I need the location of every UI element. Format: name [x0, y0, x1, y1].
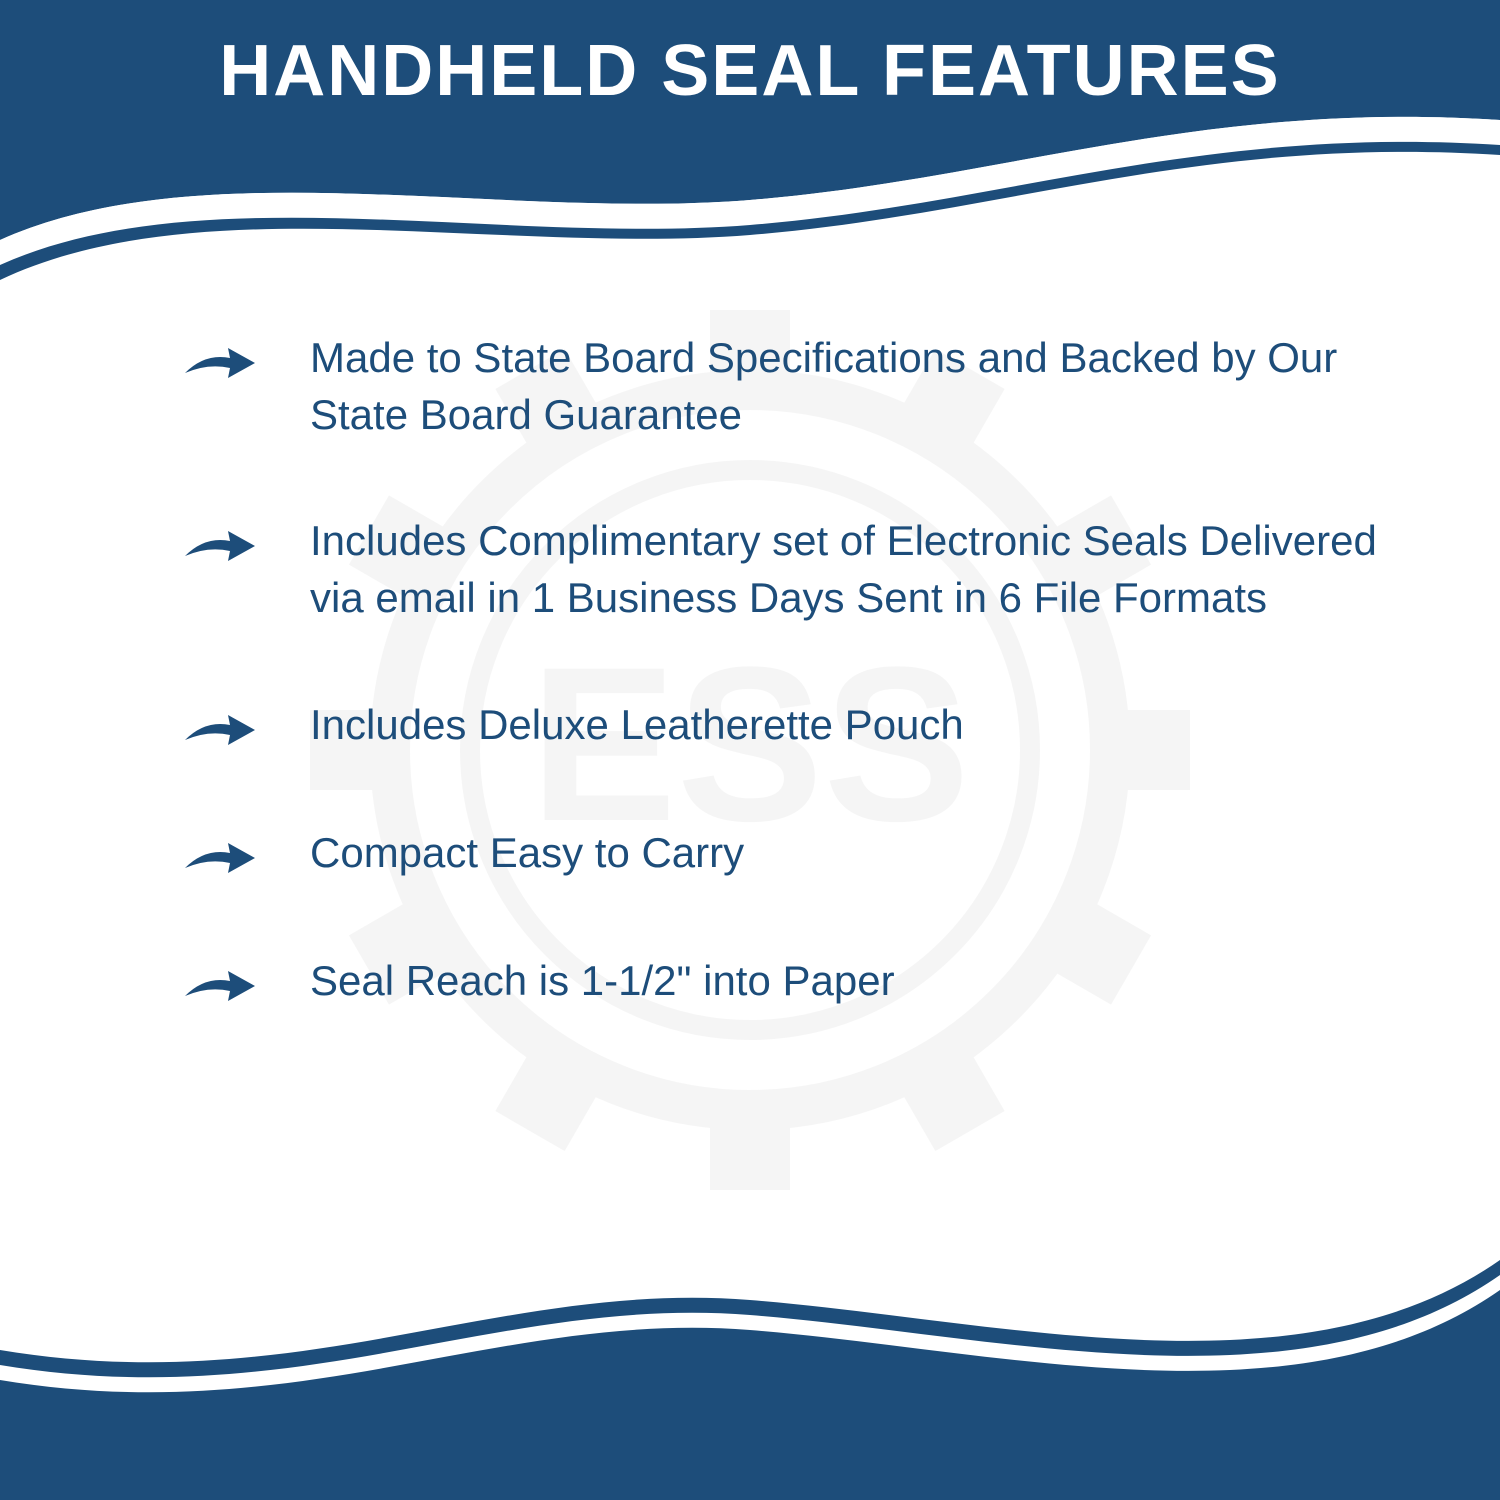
feature-list: Made to State Board Specifications and B…	[180, 330, 1400, 1081]
arrow-icon	[180, 961, 260, 1011]
arrow-icon	[180, 705, 260, 755]
feature-text: Includes Complimentary set of Electronic…	[310, 513, 1400, 626]
feature-text: Includes Deluxe Leatherette Pouch	[310, 697, 964, 754]
footer-wave	[0, 1220, 1500, 1500]
arrow-icon	[180, 338, 260, 388]
feature-item: Includes Complimentary set of Electronic…	[180, 513, 1400, 626]
arrow-icon	[180, 833, 260, 883]
feature-item: Compact Easy to Carry	[180, 825, 1400, 883]
page-title: HANDHELD SEAL FEATURES	[0, 30, 1500, 112]
arrow-icon	[180, 521, 260, 571]
feature-item: Includes Deluxe Leatherette Pouch	[180, 697, 1400, 755]
feature-text: Seal Reach is 1-1/2" into Paper	[310, 953, 895, 1010]
feature-text: Made to State Board Specifications and B…	[310, 330, 1400, 443]
feature-text: Compact Easy to Carry	[310, 825, 744, 882]
feature-item: Made to State Board Specifications and B…	[180, 330, 1400, 443]
feature-item: Seal Reach is 1-1/2" into Paper	[180, 953, 1400, 1011]
